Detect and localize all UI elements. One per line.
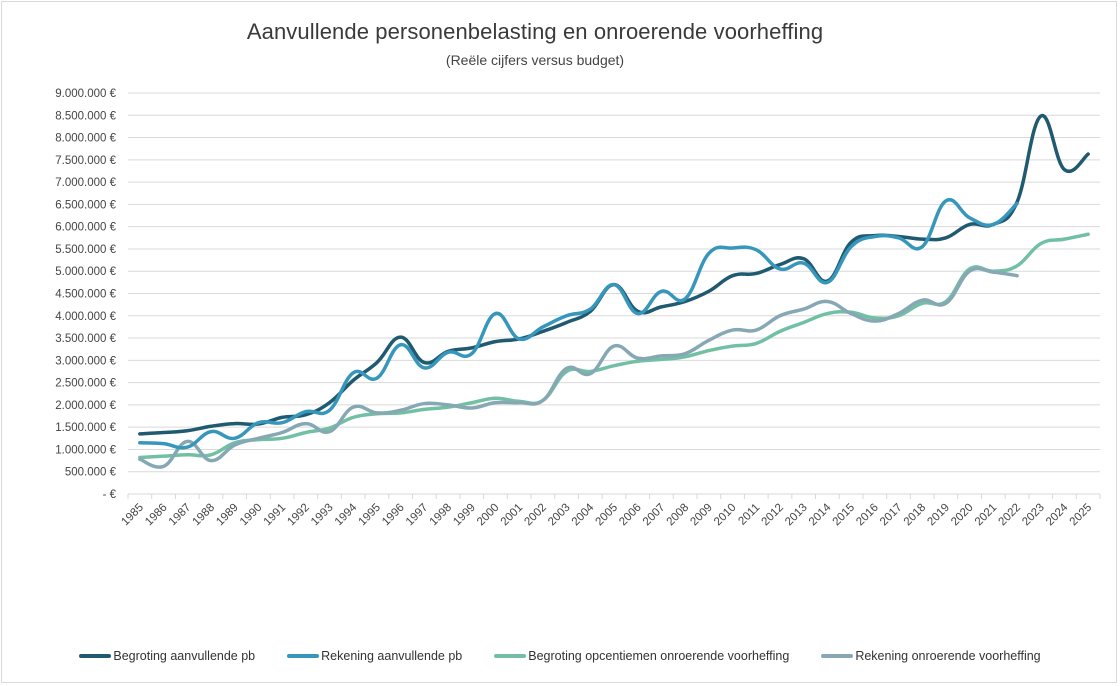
x-tick-label: 2023 <box>1020 502 1047 529</box>
legend-item: Rekening aanvullende pb <box>287 649 462 663</box>
x-tick-label: 1990 <box>238 502 265 529</box>
x-tick-label: 2002 <box>522 502 549 529</box>
y-tick-label: 2.500.000 € <box>55 378 116 390</box>
x-tick-label: 1987 <box>167 502 194 529</box>
series-line-2 <box>138 232 1090 460</box>
legend-label: Rekening aanvullende pb <box>321 649 463 663</box>
y-tick-label: 500.000 € <box>65 467 117 479</box>
y-tick-label: 4.000.000 € <box>55 311 116 323</box>
x-tick-label: 2021 <box>973 502 1000 529</box>
series-line-3 <box>138 266 1019 469</box>
x-tick-label: 1986 <box>143 502 170 529</box>
x-tick-label: 1988 <box>191 502 218 529</box>
x-tick-label: 2011 <box>736 502 762 528</box>
x-tick-label: 1994 <box>333 501 360 528</box>
x-tick-label: 1995 <box>356 502 383 529</box>
x-tick-label: 2015 <box>831 502 858 529</box>
legend: Begroting aanvullende pb Rekening aanvull… <box>0 649 1120 663</box>
x-tick-label: 1998 <box>428 502 455 529</box>
legend-item: Rekening onroerende voorheffing <box>821 649 1041 663</box>
y-tick-label: 6.000.000 € <box>55 222 116 234</box>
x-tick-label: 1992 <box>285 502 312 529</box>
x-tick-label: 2013 <box>783 502 810 529</box>
y-tick-label: 7.500.000 € <box>55 155 116 167</box>
x-tick-label: 2022 <box>997 502 1024 529</box>
y-tick-label: 3.000.000 € <box>55 355 116 367</box>
legend-label: Rekening onroerende voorheffing <box>855 649 1041 663</box>
x-tick-label: 1996 <box>380 502 407 529</box>
x-tick-label: 1999 <box>451 502 478 529</box>
x-tick-label: 2008 <box>665 502 692 529</box>
x-tick-label: 2016 <box>854 502 881 529</box>
x-tick-label: 2012 <box>759 502 786 529</box>
y-tick-label: 1.500.000 € <box>55 422 116 434</box>
line-chart: - € 500.000 € 1.000.000 € 1.500.000 € 2.000.… <box>55 88 1101 529</box>
legend-label: Begroting opcentiemen onroerende voorhef… <box>528 649 790 663</box>
chart-subtitle: (Reële cijfers versus budget) <box>445 52 625 68</box>
x-tick-label: 2025 <box>1068 502 1095 529</box>
legend-item: Begroting opcentiemen onroerende voorhef… <box>494 649 789 663</box>
y-tick-label: 1.000.000 € <box>55 444 116 456</box>
x-tick-label: 2020 <box>949 502 976 529</box>
y-tick-label: 7.000.000 € <box>55 177 116 189</box>
x-tick-label: 1993 <box>309 502 336 529</box>
y-tick-label: 8.000.000 € <box>55 133 116 145</box>
x-tick-label: 2009 <box>688 502 715 529</box>
chart-title: Aanvullende personenbelasting en onroere… <box>246 19 824 44</box>
x-tick-label: 2003 <box>546 502 573 529</box>
x-tick-label: 2004 <box>570 501 597 528</box>
x-tick-label: 2017 <box>878 502 905 529</box>
x-tick-label: 2007 <box>641 502 668 529</box>
legend-swatch <box>821 654 854 658</box>
legend-swatch <box>494 654 527 658</box>
x-tick-label: 2019 <box>925 502 952 529</box>
x-tick-label: 2000 <box>475 502 502 529</box>
series-lines <box>138 114 1090 469</box>
x-tick-label: 1989 <box>214 502 241 529</box>
y-axis: - € 500.000 € 1.000.000 € 1.500.000 € 2.000.… <box>55 88 116 501</box>
x-tick-label: 2018 <box>902 502 929 529</box>
y-tick-label: 6.500.000 € <box>55 199 116 211</box>
y-tick-label: - € <box>103 489 117 501</box>
x-tick-label: 2024 <box>1044 501 1071 528</box>
legend-swatch <box>287 654 320 658</box>
y-tick-label: 2.000.000 € <box>55 400 116 412</box>
y-tick-label: 5.000.000 € <box>55 266 116 278</box>
legend-item: Begroting aanvullende pb <box>79 649 255 663</box>
x-tick-label: 1985 <box>119 502 146 529</box>
x-tick-label: 1991 <box>262 502 289 529</box>
x-tick-label: 2001 <box>499 502 526 529</box>
y-tick-label: 9.000.000 € <box>55 88 116 100</box>
x-tick-label: 2010 <box>712 502 739 529</box>
series-line-1 <box>138 197 1019 450</box>
y-tick-label: 4.500.000 € <box>55 289 116 301</box>
series-line-0 <box>138 114 1090 436</box>
gridlines <box>128 92 1100 473</box>
legend-swatch <box>79 654 112 658</box>
x-tick-label: 2014 <box>807 501 834 528</box>
x-tick-label: 2006 <box>617 502 644 529</box>
x-tick-label: 2005 <box>594 502 621 529</box>
y-tick-label: 3.500.000 € <box>55 333 116 345</box>
legend-label: Begroting aanvullende pb <box>113 649 256 663</box>
x-axis: 1985198619871988198919901991199219931994… <box>119 493 1101 529</box>
y-tick-label: 5.500.000 € <box>55 244 116 256</box>
x-tick-label: 1997 <box>404 502 431 529</box>
y-tick-label: 8.500.000 € <box>55 110 116 122</box>
